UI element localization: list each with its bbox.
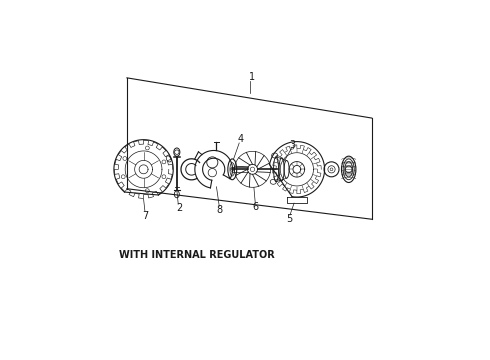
Text: 5: 5 xyxy=(286,214,292,224)
Text: 8: 8 xyxy=(217,205,223,215)
Text: 3: 3 xyxy=(290,140,296,150)
Text: 7: 7 xyxy=(143,211,149,221)
Text: 1: 1 xyxy=(249,72,256,82)
Text: 4: 4 xyxy=(238,134,244,144)
Text: WITH INTERNAL REGULATOR: WITH INTERNAL REGULATOR xyxy=(120,250,275,260)
Text: 6: 6 xyxy=(253,202,259,212)
Text: 2: 2 xyxy=(176,203,182,213)
